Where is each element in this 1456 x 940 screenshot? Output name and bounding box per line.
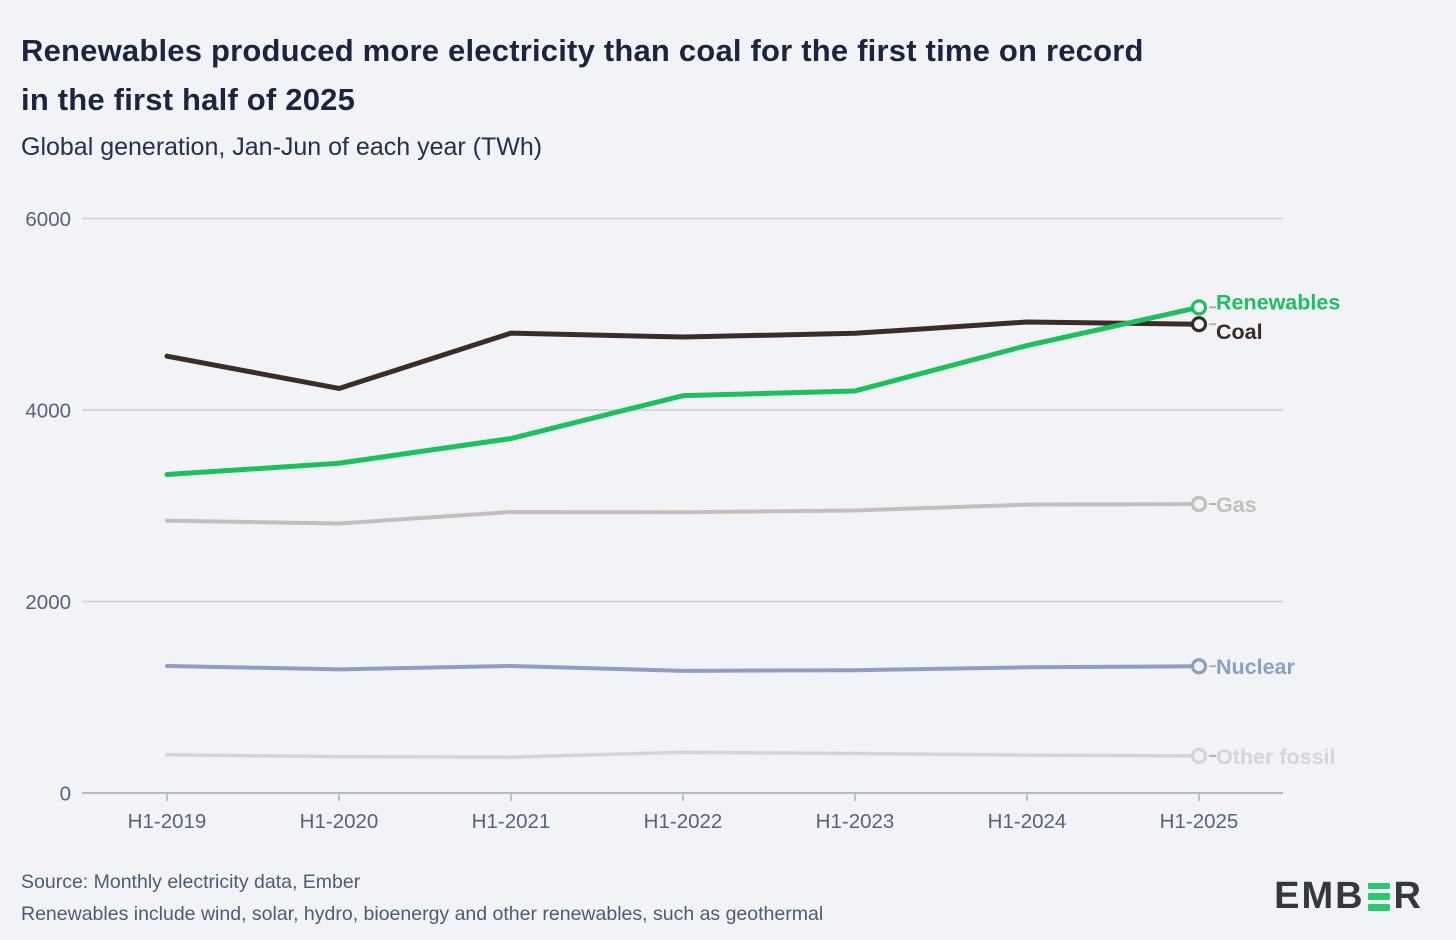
x-tick-label: H1-2024 bbox=[988, 810, 1067, 833]
x-tick-label: H1-2021 bbox=[472, 810, 551, 833]
series-end-marker-gas bbox=[1190, 495, 1208, 513]
series-label-coal: Coal bbox=[1216, 320, 1263, 344]
series-end-marker-nuclear bbox=[1190, 658, 1208, 675]
y-tick-label: 6000 bbox=[25, 208, 71, 231]
x-tick-label: H1-2023 bbox=[816, 810, 895, 833]
ember-logo-text-end: R bbox=[1393, 875, 1423, 917]
series-line-coal bbox=[164, 319, 1202, 391]
ember-logo-e-bars-icon bbox=[1367, 882, 1390, 911]
series-line-nuclear bbox=[165, 663, 1201, 673]
x-tick-label: H1-2022 bbox=[644, 810, 723, 833]
y-tick-label: 2000 bbox=[25, 591, 71, 614]
series-line-gas bbox=[165, 502, 1201, 526]
series-label-gas: Gas bbox=[1216, 493, 1257, 517]
y-tick-label: 0 bbox=[60, 783, 71, 806]
chart-subtitle: Global generation, Jan-Jun of each year … bbox=[21, 133, 543, 161]
series-label-other-fossil: Other fossil bbox=[1216, 745, 1335, 769]
chart-title: Renewables produced more electricity tha… bbox=[21, 26, 1421, 124]
series-end-marker-renewables bbox=[1190, 299, 1208, 316]
series-label-renewables: Renewables bbox=[1216, 290, 1340, 314]
source-note: Source: Monthly electricity data, Ember bbox=[21, 871, 361, 893]
ember-logo: EMB R bbox=[1274, 875, 1423, 918]
series-end-marker-other-fossil bbox=[1190, 747, 1208, 764]
chart-title-line2: in the first half of 2025 bbox=[21, 82, 356, 117]
methodology-note: Renewables include wind, solar, hydro, b… bbox=[21, 903, 824, 925]
x-tick-label: H1-2020 bbox=[300, 810, 379, 833]
x-tick-label: H1-2025 bbox=[1160, 810, 1239, 833]
series-label-nuclear: Nuclear bbox=[1216, 655, 1296, 679]
chart-footer: Source: Monthly electricity data, Ember … bbox=[21, 866, 823, 930]
ember-logo-text-start: EMB bbox=[1274, 875, 1365, 917]
y-tick-label: 4000 bbox=[25, 400, 71, 423]
chart-title-line1: Renewables produced more electricity tha… bbox=[21, 33, 1144, 68]
x-tick-label: H1-2019 bbox=[128, 810, 207, 833]
series-line-other-fossil bbox=[165, 750, 1201, 759]
series-line-renewables bbox=[164, 304, 1202, 478]
series-end-marker-coal bbox=[1190, 316, 1208, 333]
